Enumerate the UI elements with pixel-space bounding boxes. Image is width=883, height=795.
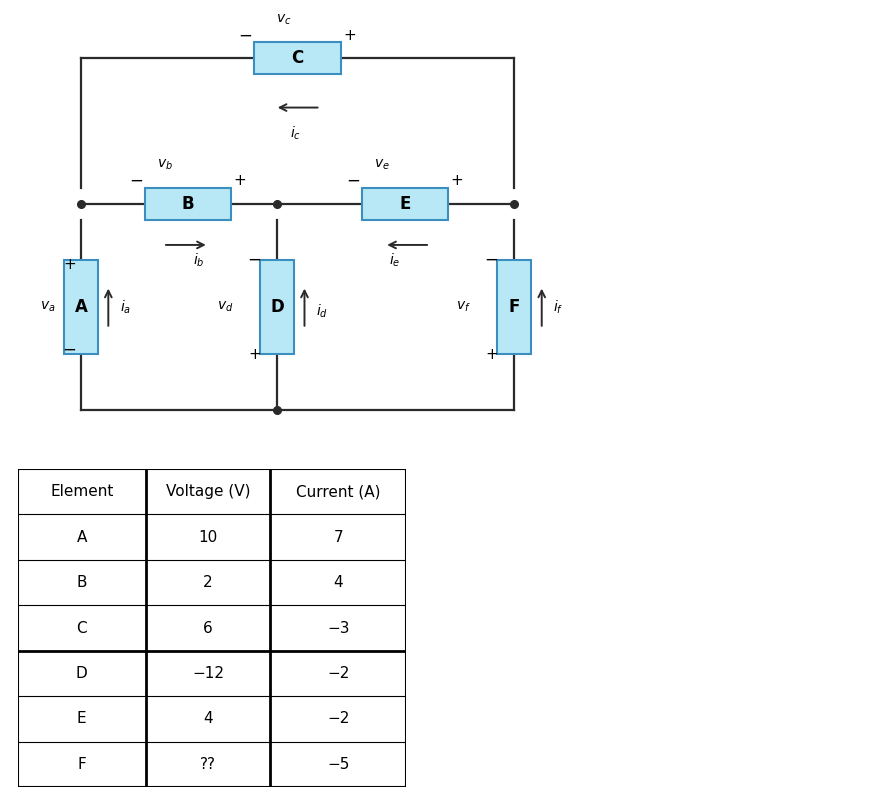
Text: E: E bbox=[399, 195, 411, 213]
Bar bbox=[361, 188, 449, 220]
Text: E: E bbox=[77, 712, 87, 727]
Bar bbox=[254, 42, 341, 74]
Text: −2: −2 bbox=[327, 712, 350, 727]
Text: 4: 4 bbox=[334, 575, 343, 590]
Text: $i_c$: $i_c$ bbox=[290, 125, 301, 142]
Text: +: + bbox=[233, 173, 246, 188]
Text: $v_a$: $v_a$ bbox=[41, 300, 56, 314]
Text: $v_e$: $v_e$ bbox=[374, 157, 390, 172]
Bar bbox=[64, 260, 98, 355]
Text: −: − bbox=[346, 172, 360, 189]
Text: A: A bbox=[74, 298, 87, 316]
Text: +: + bbox=[248, 347, 260, 362]
Text: +: + bbox=[64, 257, 76, 272]
Text: B: B bbox=[77, 575, 87, 590]
Text: −: − bbox=[130, 172, 144, 189]
Text: 10: 10 bbox=[199, 529, 218, 545]
Text: 7: 7 bbox=[334, 529, 343, 545]
Text: B: B bbox=[182, 195, 194, 213]
Text: D: D bbox=[76, 666, 87, 681]
Text: A: A bbox=[77, 529, 87, 545]
Text: −12: −12 bbox=[192, 666, 224, 681]
Text: +: + bbox=[450, 173, 463, 188]
Text: $v_d$: $v_d$ bbox=[217, 300, 234, 314]
Bar bbox=[497, 260, 532, 355]
Text: −5: −5 bbox=[327, 757, 350, 772]
Text: C: C bbox=[77, 621, 87, 635]
Text: $v_b$: $v_b$ bbox=[157, 157, 173, 172]
Text: −: − bbox=[238, 27, 253, 45]
Text: −: − bbox=[485, 251, 499, 269]
Text: $i_b$: $i_b$ bbox=[192, 251, 204, 269]
Text: ??: ?? bbox=[200, 757, 216, 772]
Bar bbox=[145, 188, 231, 220]
Text: $i_d$: $i_d$ bbox=[316, 303, 328, 320]
Text: +: + bbox=[343, 29, 357, 44]
Text: $i_e$: $i_e$ bbox=[389, 251, 400, 269]
Text: F: F bbox=[78, 757, 87, 772]
Text: 6: 6 bbox=[203, 621, 213, 635]
Text: $i_a$: $i_a$ bbox=[120, 298, 131, 316]
Text: −: − bbox=[63, 341, 77, 359]
Bar bbox=[260, 260, 294, 355]
Text: 2: 2 bbox=[203, 575, 213, 590]
Text: −: − bbox=[247, 251, 261, 269]
Text: $v_f$: $v_f$ bbox=[457, 300, 471, 314]
Text: −3: −3 bbox=[327, 621, 350, 635]
Text: +: + bbox=[485, 347, 498, 362]
Text: 4: 4 bbox=[203, 712, 213, 727]
Text: Element: Element bbox=[50, 484, 113, 499]
Text: F: F bbox=[509, 298, 520, 316]
Text: Current (A): Current (A) bbox=[296, 484, 381, 499]
Text: $v_c$: $v_c$ bbox=[276, 13, 291, 27]
Text: −2: −2 bbox=[327, 666, 350, 681]
Text: D: D bbox=[270, 298, 284, 316]
Text: Voltage (V): Voltage (V) bbox=[166, 484, 250, 499]
Text: $i_f$: $i_f$ bbox=[553, 298, 563, 316]
Text: C: C bbox=[291, 49, 304, 68]
